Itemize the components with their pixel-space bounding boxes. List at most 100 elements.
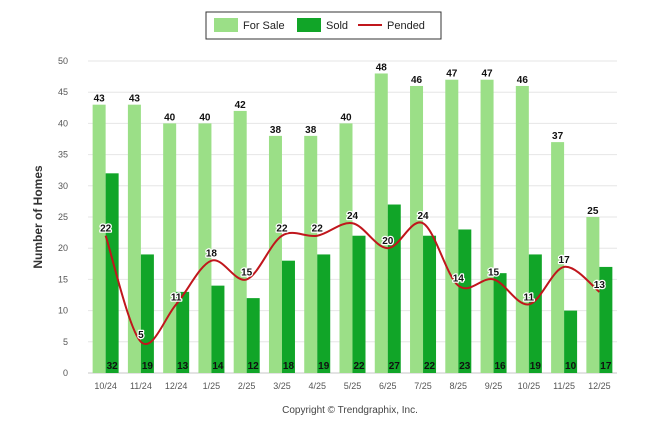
label-pended: 24 (347, 211, 359, 222)
y-tick-label: 10 (58, 306, 68, 316)
label-for-sale: 46 (517, 75, 529, 86)
label-sold: 19 (318, 361, 330, 372)
y-tick-label: 20 (58, 243, 68, 253)
label-sold: 19 (142, 361, 154, 372)
label-pended: 13 (594, 280, 606, 291)
copyright-footer: Copyright © Trendgraphix, Inc. (282, 405, 418, 416)
label-for-sale: 42 (235, 100, 247, 111)
label-pended: 24 (417, 211, 429, 222)
bar-sold (211, 285, 225, 373)
label-sold: 18 (283, 361, 295, 372)
label-sold: 13 (177, 361, 189, 372)
bar-for-sale (92, 104, 106, 374)
data-labels: 43 32 43 19 40 13 40 14 42 12 38 18 38 19 40 22 48 27 46 22… (94, 62, 612, 372)
bar-for-sale (163, 123, 177, 374)
label-for-sale: 37 (552, 131, 564, 142)
y-tick-label: 0 (63, 368, 68, 378)
legend-swatch-sold (297, 18, 321, 32)
label-sold: 16 (495, 361, 507, 372)
bar-sold (140, 254, 154, 373)
bar-for-sale (268, 135, 282, 373)
x-tick-label: 12/24 (165, 381, 188, 391)
label-sold: 23 (459, 361, 471, 372)
bar-sold (599, 266, 613, 373)
label-sold: 22 (424, 361, 436, 372)
label-pended: 18 (206, 249, 218, 260)
pended-line (104, 221, 601, 345)
label-for-sale: 47 (482, 69, 494, 80)
label-sold: 27 (389, 361, 401, 372)
label-pended: 17 (559, 255, 571, 266)
label-for-sale: 46 (411, 75, 423, 86)
label-for-sale: 48 (376, 62, 388, 73)
pended-line-group (104, 221, 601, 345)
bar-sold (281, 260, 295, 373)
x-tick-label: 8/25 (450, 381, 468, 391)
x-tick-label: 7/25 (414, 381, 432, 391)
label-for-sale: 47 (446, 69, 458, 80)
y-axis-title: Number of Homes (31, 165, 45, 269)
label-pended: 15 (488, 267, 500, 278)
label-pended: 15 (241, 267, 253, 278)
legend-label-for-sale: For Sale (243, 20, 285, 32)
label-sold: 19 (530, 361, 542, 372)
label-sold: 22 (353, 361, 365, 372)
y-tick-label: 45 (58, 87, 68, 97)
legend-swatch-for-sale (214, 18, 238, 32)
y-tick-label: 25 (58, 212, 68, 222)
bars (92, 73, 613, 374)
bar-sold (352, 235, 366, 373)
y-tick-label: 30 (58, 181, 68, 191)
x-tick-label: 11/25 (553, 381, 575, 391)
label-for-sale: 43 (129, 94, 141, 105)
bar-sold (564, 310, 578, 373)
bar-for-sale (586, 217, 600, 373)
label-pended: 22 (100, 224, 112, 235)
bar-for-sale (551, 142, 565, 373)
bar-for-sale (339, 123, 353, 374)
bar-sold (317, 254, 331, 373)
label-pended: 5 (138, 330, 144, 341)
bar-for-sale (233, 110, 247, 374)
x-tick-label: 3/25 (273, 381, 291, 391)
x-tick-label: 11/24 (130, 381, 152, 391)
bar-for-sale (410, 85, 424, 374)
x-tick-label: 2/25 (238, 381, 256, 391)
y-tick-label: 50 (58, 56, 68, 66)
x-tick-label: 10/25 (518, 381, 541, 391)
y-tick-label: 5 (63, 337, 68, 347)
bar-sold (528, 254, 542, 373)
label-pended: 20 (382, 236, 394, 247)
label-pended: 14 (453, 274, 465, 285)
legend-label-pended: Pended (387, 20, 425, 32)
x-tick-label: 9/25 (485, 381, 503, 391)
bar-sold (458, 229, 472, 373)
legend: For Sale Sold Pended (205, 11, 442, 40)
bar-sold (423, 235, 437, 373)
bar-for-sale (374, 73, 388, 373)
label-for-sale: 25 (587, 206, 599, 217)
label-for-sale: 38 (305, 125, 317, 136)
label-for-sale: 38 (270, 125, 282, 136)
label-sold: 12 (248, 361, 260, 372)
bar-sold (176, 291, 190, 373)
label-pended: 22 (276, 224, 288, 235)
bar-for-sale (515, 85, 529, 374)
bar-sold (387, 204, 401, 373)
legend-label-sold: Sold (326, 20, 348, 32)
label-sold: 32 (107, 361, 119, 372)
label-for-sale: 40 (340, 112, 352, 123)
label-for-sale: 40 (164, 112, 176, 123)
bar-sold (493, 273, 507, 373)
bar-for-sale (445, 79, 459, 373)
label-sold: 10 (565, 361, 577, 372)
bar-for-sale (198, 123, 212, 374)
label-for-sale: 40 (199, 112, 211, 123)
x-tick-label: 5/25 (344, 381, 362, 391)
bar-sold (105, 173, 119, 373)
x-tick-label: 4/25 (308, 381, 326, 391)
x-tick-label: 1/25 (203, 381, 221, 391)
bar-for-sale (480, 79, 494, 373)
